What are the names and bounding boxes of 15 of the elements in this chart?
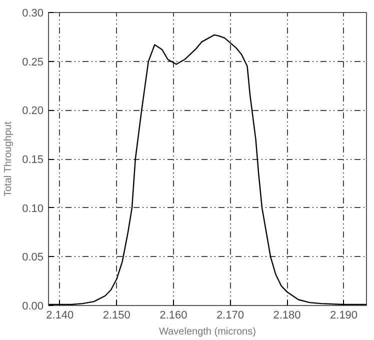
x-axis-title: Wavelength (microns) xyxy=(159,326,256,338)
x-tick-label: 2.160 xyxy=(160,310,188,322)
x-tick-label: 2.170 xyxy=(216,310,244,322)
y-tick-label: 0.05 xyxy=(22,252,44,264)
y-tick-label: 0.15 xyxy=(22,154,44,166)
y-tick-label: 0.10 xyxy=(22,202,44,215)
y-axis-title: Total Throughput xyxy=(3,121,14,197)
x-tick-label: 2.180 xyxy=(273,310,301,322)
y-tick-label: 0.25 xyxy=(22,56,44,68)
x-tick-label: 2.150 xyxy=(102,310,130,322)
x-tick-label: 2.190 xyxy=(330,310,358,322)
x-tick-label: 2.140 xyxy=(46,310,74,322)
y-tick-label: 0.20 xyxy=(22,105,44,118)
y-tick-label: 0.00 xyxy=(22,300,44,312)
y-tick-label: 0.30 xyxy=(22,8,44,20)
